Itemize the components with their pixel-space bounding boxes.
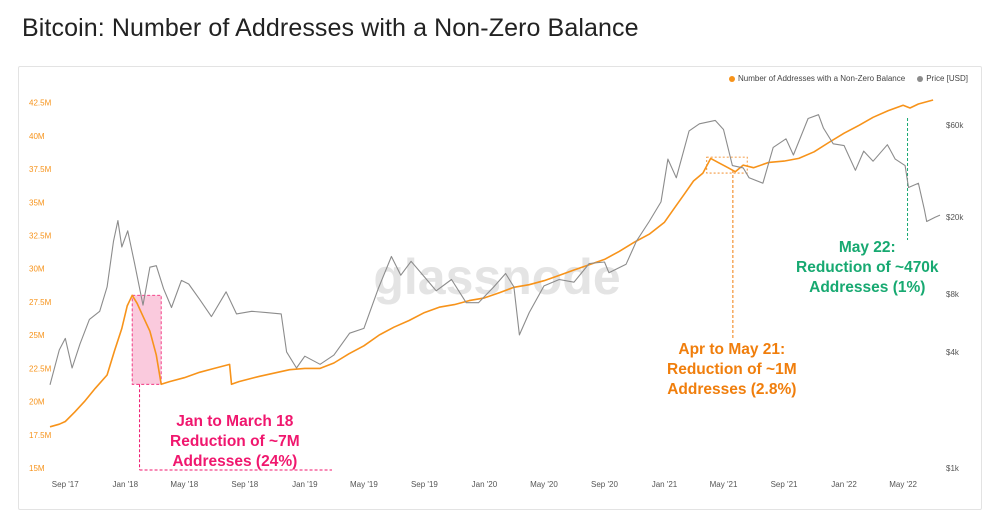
y-left-tick-label: 40M [29, 132, 45, 141]
annotation-may21: Apr to May 21: Reduction of ~1M Addresse… [667, 340, 797, 399]
highlight-layer [131, 118, 909, 471]
annotation-may21-line3: Addresses (2.8%) [667, 380, 797, 398]
y-left-tick-label: 25M [29, 331, 45, 340]
legend-label-price: Price [USD] [926, 74, 968, 83]
annotation-jan18: Jan to March 18 Reduction of ~7M Address… [170, 412, 300, 471]
annotation-jan18-line2: Reduction of ~7M [170, 432, 300, 450]
legend-label-addresses: Number of Addresses with a Non-Zero Bala… [738, 74, 906, 83]
axis-layer: 15M 17.5M 20M 22.5M 25M 27.5M 30M 32.5M 35M 37.5M… [29, 99, 964, 489]
y-left-tick-label: 30M [29, 265, 45, 274]
y-right-tick-label: $8k [946, 290, 960, 299]
x-tick-label: Jan '21 [652, 480, 678, 489]
page-title: Bitcoin: Number of Addresses with a Non-… [22, 14, 639, 42]
annotation-may22-line2: Reduction of ~470k [796, 258, 939, 276]
x-tick-label: May '21 [710, 480, 738, 489]
x-tick-label: Jan '19 [292, 480, 318, 489]
y-left-tick-label: 17.5M [29, 431, 52, 440]
y-right-tick-label: $4k [946, 348, 960, 357]
annotation-may21-line2: Reduction of ~1M [667, 360, 797, 378]
annotation-jan18-line1: Jan to March 18 [176, 413, 294, 430]
y-left-tick-label: 32.5M [29, 232, 52, 241]
series-line-price [49, 114, 941, 385]
annotation-may21-line1: Apr to May 21: [678, 341, 786, 358]
x-tick-label: May '20 [530, 480, 558, 489]
y-left-tick-label: 37.5M [29, 165, 52, 174]
highlight-box-jan18 [131, 294, 162, 385]
legend-swatch-price [917, 75, 924, 82]
watermark: glassnode [373, 249, 620, 305]
annotation-may22: May 22: Reduction of ~470k Addresses (1%… [796, 238, 939, 297]
legend: Number of Addresses with a Non-Zero Bala… [729, 74, 968, 83]
annotation-jan18-line3: Addresses (24%) [172, 452, 298, 470]
x-tick-label: Jan '18 [113, 480, 139, 489]
x-tick-label: Sep '19 [411, 480, 438, 489]
y-left-tick-label: 22.5M [29, 364, 52, 373]
y-right-tick-label: $20k [946, 213, 964, 222]
y-left-tick-label: 27.5M [29, 298, 52, 307]
y-right-tick-label: $60k [946, 121, 964, 130]
x-tick-label: Sep '20 [591, 480, 618, 489]
x-tick-label: Sep '21 [771, 480, 798, 489]
x-tick-label: Jan '22 [831, 480, 857, 489]
series-layer [49, 99, 941, 428]
legend-item-addresses[interactable]: Number of Addresses with a Non-Zero Bala… [729, 74, 905, 83]
y-left-tick-label: 20M [29, 398, 45, 407]
annotation-may22-line3: Addresses (1%) [809, 278, 926, 296]
y-left-tick-label: 15M [29, 464, 45, 473]
y-left-tick-label: 42.5M [29, 99, 52, 108]
x-tick-label: May '22 [889, 480, 917, 489]
legend-swatch-addresses [729, 75, 735, 82]
annotation-may22-line1: May 22: [838, 239, 896, 256]
x-tick-label: May '18 [170, 480, 198, 489]
x-tick-label: Sep '17 [52, 480, 79, 489]
legend-item-price[interactable]: Price [USD] [917, 74, 968, 83]
x-tick-label: Jan '20 [472, 480, 498, 489]
y-left-tick-label: 35M [29, 198, 45, 207]
x-tick-label: Sep '18 [231, 480, 258, 489]
x-tick-label: May '19 [350, 480, 378, 489]
y-right-tick-label: $1k [946, 464, 960, 473]
